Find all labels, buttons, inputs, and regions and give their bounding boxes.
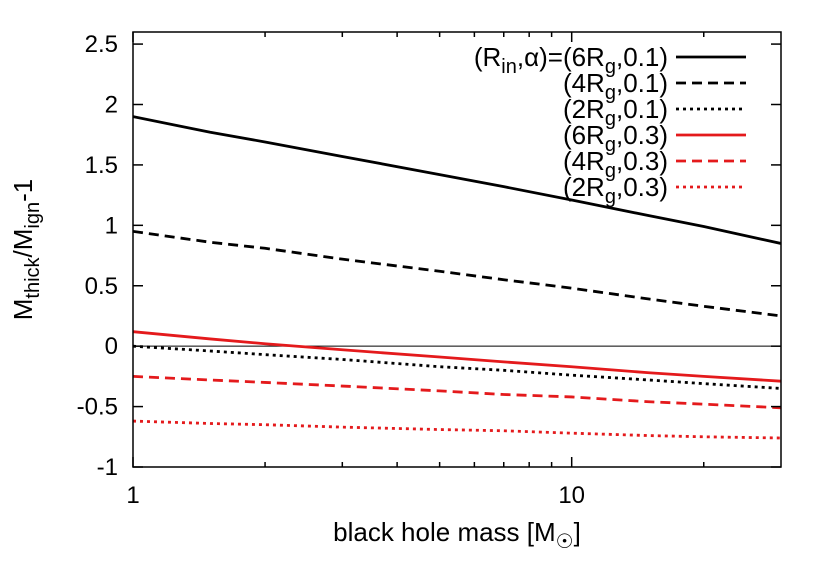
y-tick-label: 1.5 (85, 152, 118, 179)
subscript-text: g (605, 186, 616, 208)
text-segment: black hole mass [M (333, 517, 556, 547)
legend-label: (4Rg,0.3) (563, 146, 668, 182)
text-segment: (2R (563, 94, 605, 124)
text-segment: ,0.3) (616, 172, 668, 202)
y-tick-label: 0.5 (85, 273, 118, 300)
plot-frame (132, 31, 782, 468)
subscript-text: ign (22, 202, 44, 229)
legend-entry: (4Rg,0.3) (563, 146, 746, 182)
subscript-text: g (605, 82, 616, 104)
series-line-6 (133, 419, 781, 440)
y-axis-label: Mthick/Mign-1 (8, 179, 44, 321)
text-segment: (4R (563, 68, 605, 98)
x-tick-label: 1 (126, 482, 139, 509)
subscript-text: g (605, 160, 616, 182)
legend-label: (2Rg,0.1) (563, 94, 668, 130)
subscript-text: thick (22, 256, 44, 298)
legend: (Rin,α)=(6Rg,0.1)(4Rg,0.1)(2Rg,0.1)(6Rg,… (474, 42, 746, 208)
y-tick-label: 2.5 (85, 31, 118, 58)
series-line-4 (133, 330, 781, 383)
text-segment: ,α)=(6R (517, 42, 605, 72)
legend-label: (4Rg,0.1) (563, 68, 668, 104)
text-segment: ] (574, 517, 581, 547)
x-axis-label: black hole mass [M☉] (333, 517, 581, 553)
y-tick-label: 1 (105, 212, 118, 239)
legend-label: (6Rg,0.3) (563, 120, 668, 156)
subscript-text: ☉ (556, 531, 574, 553)
subscript-text: in (501, 56, 517, 78)
text-segment: (4R (563, 146, 605, 176)
legend-entry: (6Rg,0.3) (563, 120, 746, 156)
y-tick-label: 0 (105, 333, 118, 360)
text-segment: ,0.1) (616, 68, 668, 98)
legend-entry: (Rin,α)=(6Rg,0.1) (474, 42, 746, 78)
legend-label: (2Rg,0.3) (563, 172, 668, 208)
x-tick-label: 10 (558, 482, 585, 509)
text-segment: (2R (563, 172, 605, 202)
text-segment: (R (474, 42, 501, 72)
legend-entry: (2Rg,0.1) (563, 94, 746, 130)
plot-curves (133, 115, 781, 440)
legend-entry: (2Rg,0.3) (563, 172, 746, 208)
axis-labels: black hole mass [M☉]Mthick/Mign-1 (8, 179, 581, 553)
text-segment: ,0.3) (616, 146, 668, 176)
series-line-5 (133, 374, 781, 410)
y-tick-label: -1 (97, 454, 118, 481)
series-line-1 (133, 115, 781, 245)
text-segment: ,0.3) (616, 120, 668, 150)
text-segment: M (8, 299, 38, 321)
subscript-text: g (605, 56, 616, 78)
text-segment: /M (8, 229, 38, 258)
text-segment: -1 (8, 179, 38, 202)
text-segment: ,0.1) (616, 42, 668, 72)
text-segment: (6R (563, 120, 605, 150)
y-tick-label: 2 (105, 92, 118, 119)
subscript-text: g (605, 108, 616, 130)
legend-label: (Rin,α)=(6Rg,0.1) (474, 42, 668, 78)
legend-entry: (4Rg,0.1) (563, 68, 746, 104)
series-line-2 (133, 229, 781, 318)
text-segment: ,0.1) (616, 94, 668, 124)
subscript-text: g (605, 134, 616, 156)
y-tick-label: -0.5 (77, 394, 118, 421)
axes: -1 -0.5 0 0.5 1 1.5 2 2.5 1 10 (77, 31, 782, 509)
